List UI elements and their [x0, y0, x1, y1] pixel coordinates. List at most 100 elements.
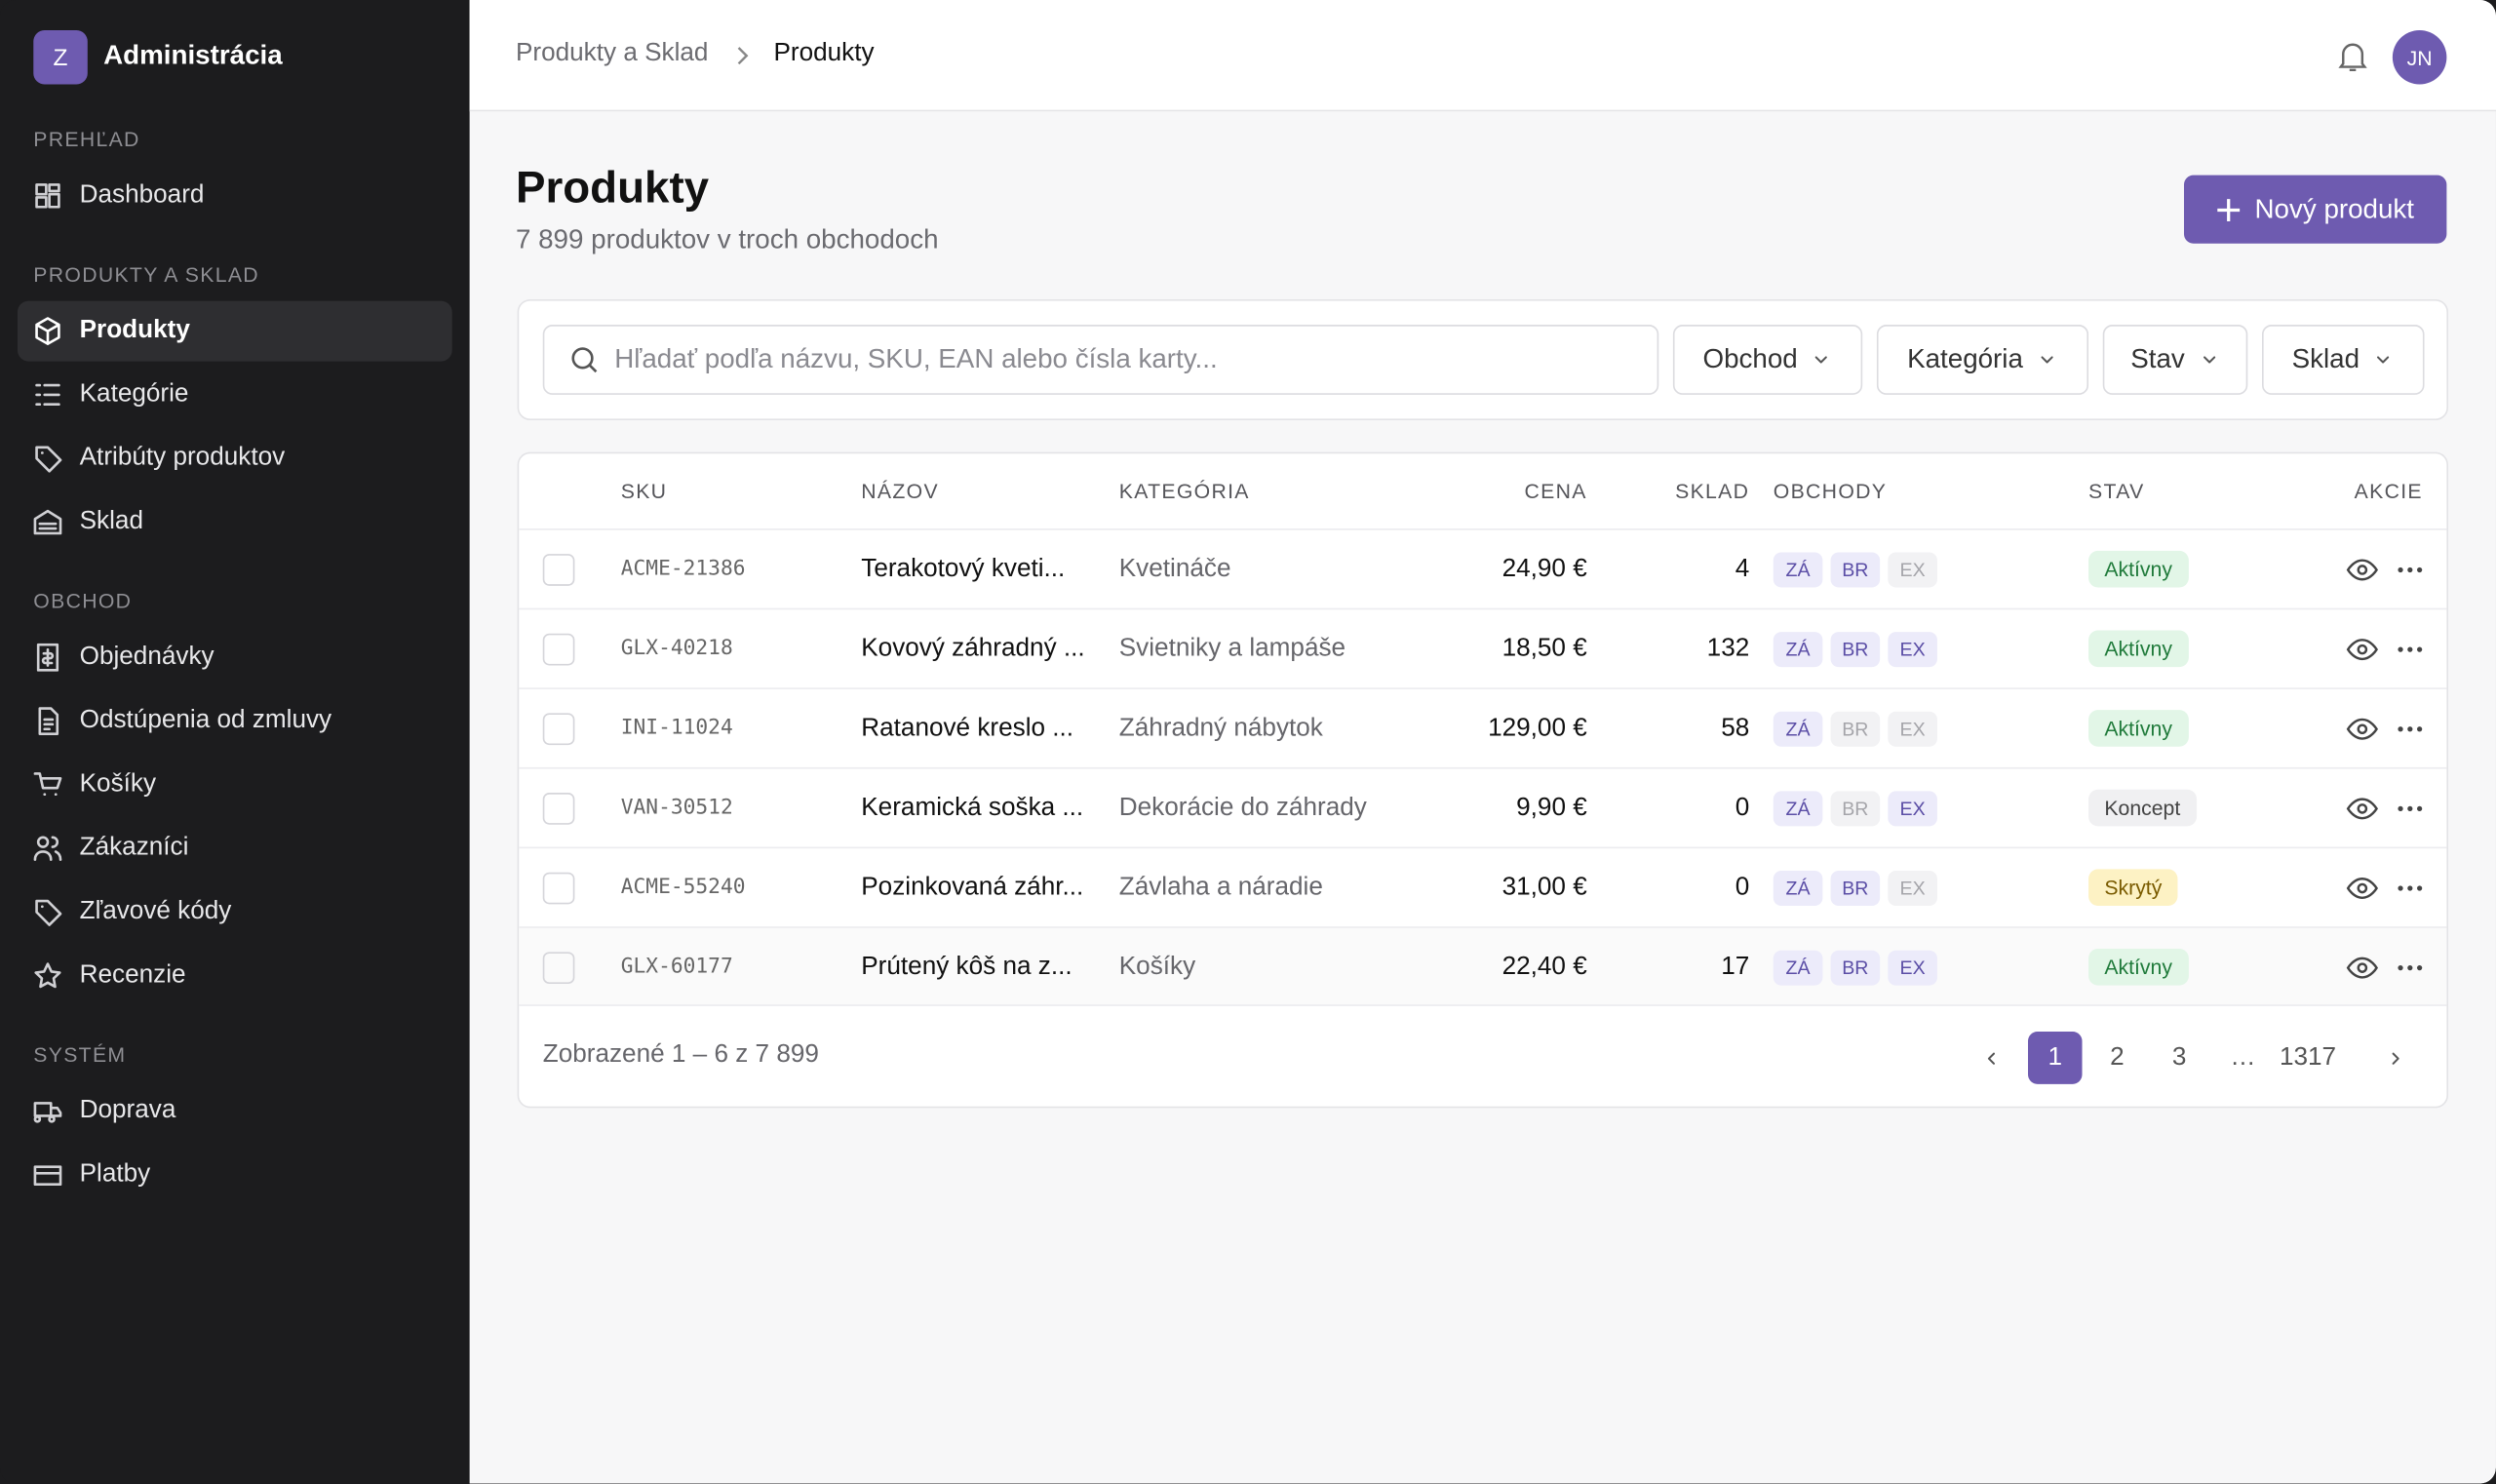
- table-row[interactable]: GLX-60177 Prútený kôš na z... Košíky 22,40 …: [519, 926, 2447, 1006]
- nav-item[interactable]: Atribúty produktov: [18, 428, 452, 488]
- checkbox-cell: [542, 632, 621, 665]
- dropdown-label: Obchod: [1702, 343, 1798, 374]
- breadcrumb-link[interactable]: Produkty a Sklad: [515, 39, 709, 67]
- view-icon[interactable]: [2346, 638, 2379, 660]
- nav-item[interactable]: Dashboard: [18, 166, 452, 226]
- store-badge: ZÁ: [1773, 710, 1823, 746]
- chevron-left: [1987, 1051, 1996, 1064]
- status-badge: Aktívny: [2088, 949, 2189, 986]
- nav-item[interactable]: Platby: [18, 1145, 452, 1205]
- notifications[interactable]: [2338, 41, 2367, 73]
- store-badge: BR: [1830, 551, 1881, 587]
- checkbox-cell: [542, 871, 621, 904]
- table-row[interactable]: GLX-40218 Kovový záhradný ... Svietniky a …: [519, 607, 2447, 688]
- checkbox-cell: [542, 792, 621, 824]
- stock: 0: [1735, 873, 1750, 901]
- button-label: Nový produkt: [2254, 193, 2415, 224]
- nav-item[interactable]: Zľavové kódy: [18, 881, 452, 942]
- filter-dropdown[interactable]: Obchod: [1672, 325, 1863, 395]
- filter-dropdown[interactable]: Stav: [2102, 325, 2248, 395]
- column-header: SKU: [620, 479, 668, 503]
- checkbox[interactable]: [542, 553, 575, 585]
- nav-item[interactable]: Doprava: [18, 1081, 452, 1142]
- new-product-button[interactable]: Nový produkt: [2183, 175, 2447, 244]
- brand-title: Administrácia: [103, 39, 283, 70]
- nav-label: Dashboard: [79, 181, 205, 209]
- more-icon[interactable]: [2398, 566, 2423, 572]
- column-header: STAV: [2088, 479, 2145, 503]
- nav-item[interactable]: Sklad: [18, 491, 452, 552]
- sku: VAN-30512: [620, 796, 733, 820]
- nav-label: Kategórie: [79, 380, 189, 408]
- store-badge: EX: [1888, 790, 1937, 826]
- filter-dropdown[interactable]: Sklad: [2261, 325, 2425, 395]
- dropdown-label: Sklad: [2291, 343, 2360, 374]
- next-page[interactable]: [2368, 1032, 2423, 1084]
- search-placeholder: Hľadať podľa názvu, SKU, EAN alebo čísla…: [614, 343, 1218, 374]
- checkbox[interactable]: [542, 951, 575, 984]
- store-badge: ZÁ: [1773, 949, 1823, 985]
- price: 18,50 €: [1502, 634, 1587, 662]
- search-input[interactable]: Hľadať podľa názvu, SKU, EAN alebo čísla…: [542, 325, 1659, 395]
- store-badge: ZÁ: [1773, 870, 1823, 906]
- page-button[interactable]: 1: [2027, 1031, 2083, 1084]
- price: 9,90 €: [1516, 793, 1587, 821]
- nav-item[interactable]: Kategórie: [18, 365, 452, 425]
- sku: GLX-60177: [620, 955, 733, 980]
- nav-item[interactable]: Produkty: [17, 300, 452, 362]
- checkbox[interactable]: [542, 712, 575, 745]
- table-row[interactable]: ACME-21386 Terakotový kveti... Kvetináče 24…: [519, 528, 2447, 608]
- status-badge: Aktívny: [2088, 630, 2189, 668]
- checkbox[interactable]: [542, 792, 575, 824]
- filter-dropdown[interactable]: Kategória: [1876, 325, 2089, 395]
- status-cell: Aktívny: [2088, 949, 2264, 986]
- store-badge: EX: [1888, 551, 1937, 587]
- view-icon[interactable]: [2346, 877, 2379, 899]
- page-button[interactable]: 2: [2110, 1043, 2125, 1071]
- sidebar: Z Administrácia PREHĽAD Dashboard PRODUKTY…: [0, 0, 470, 1484]
- store-badge: BR: [1830, 790, 1881, 826]
- column-header: KATEGÓRIA: [1118, 479, 1250, 503]
- nav-label: Zákazníci: [79, 834, 189, 862]
- table-row[interactable]: VAN-30512 Keramická soška ... Dekorácie do…: [519, 766, 2447, 847]
- nav-item[interactable]: Objednávky: [18, 627, 452, 687]
- checkbox[interactable]: [542, 871, 575, 904]
- checkbox[interactable]: [542, 632, 575, 665]
- store-badge: BR: [1830, 631, 1881, 667]
- page-button[interactable]: …: [2230, 1043, 2256, 1071]
- nav-item[interactable]: Zákazníci: [18, 818, 452, 879]
- sku: ACME-21386: [620, 557, 746, 581]
- topbar: Produkty a Sklad Produkty JN: [469, 0, 2496, 112]
- more-icon[interactable]: [2398, 725, 2423, 732]
- avatar[interactable]: JN: [2392, 30, 2447, 85]
- column-header: AKCIE: [2354, 479, 2423, 503]
- view-icon[interactable]: [2346, 717, 2379, 740]
- more-icon[interactable]: [2398, 884, 2423, 891]
- table-row[interactable]: INI-11024 Ratanové kreslo ... Záhradný náb…: [519, 687, 2447, 767]
- chevron-icon: [2041, 356, 2053, 364]
- view-icon[interactable]: [2346, 797, 2379, 819]
- table-row[interactable]: ACME-55240 Pozinkovaná záhr... Závlaha a n…: [519, 846, 2447, 927]
- nav-item[interactable]: Košíky: [18, 755, 452, 815]
- view-icon[interactable]: [2346, 956, 2379, 978]
- page-button[interactable]: 3: [2171, 1043, 2187, 1071]
- page-subtitle: 7 899 produktov v troch obchodoch: [515, 224, 939, 255]
- nav-icon: [33, 1165, 62, 1186]
- more-icon[interactable]: [2398, 645, 2423, 652]
- nav-item[interactable]: Odstúpenia od zmluvy: [18, 691, 452, 752]
- nav-item[interactable]: Recenzie: [18, 946, 452, 1006]
- page-button[interactable]: 1317: [2279, 1043, 2337, 1071]
- more-icon[interactable]: [2398, 804, 2423, 811]
- more-icon[interactable]: [2398, 964, 2423, 971]
- category: Kvetináče: [1118, 554, 1231, 582]
- section-label: OBCHOD: [33, 589, 133, 613]
- price: 31,00 €: [1502, 873, 1587, 901]
- product-name: Prútený kôš na z...: [861, 953, 1072, 980]
- nav-label: Zľavové kódy: [79, 897, 232, 925]
- prev-page[interactable]: [1965, 1032, 2019, 1084]
- category: Svietniky a lampáše: [1118, 634, 1346, 662]
- stores: ZÁ BR EX: [1773, 949, 2088, 985]
- view-icon[interactable]: [2346, 558, 2379, 580]
